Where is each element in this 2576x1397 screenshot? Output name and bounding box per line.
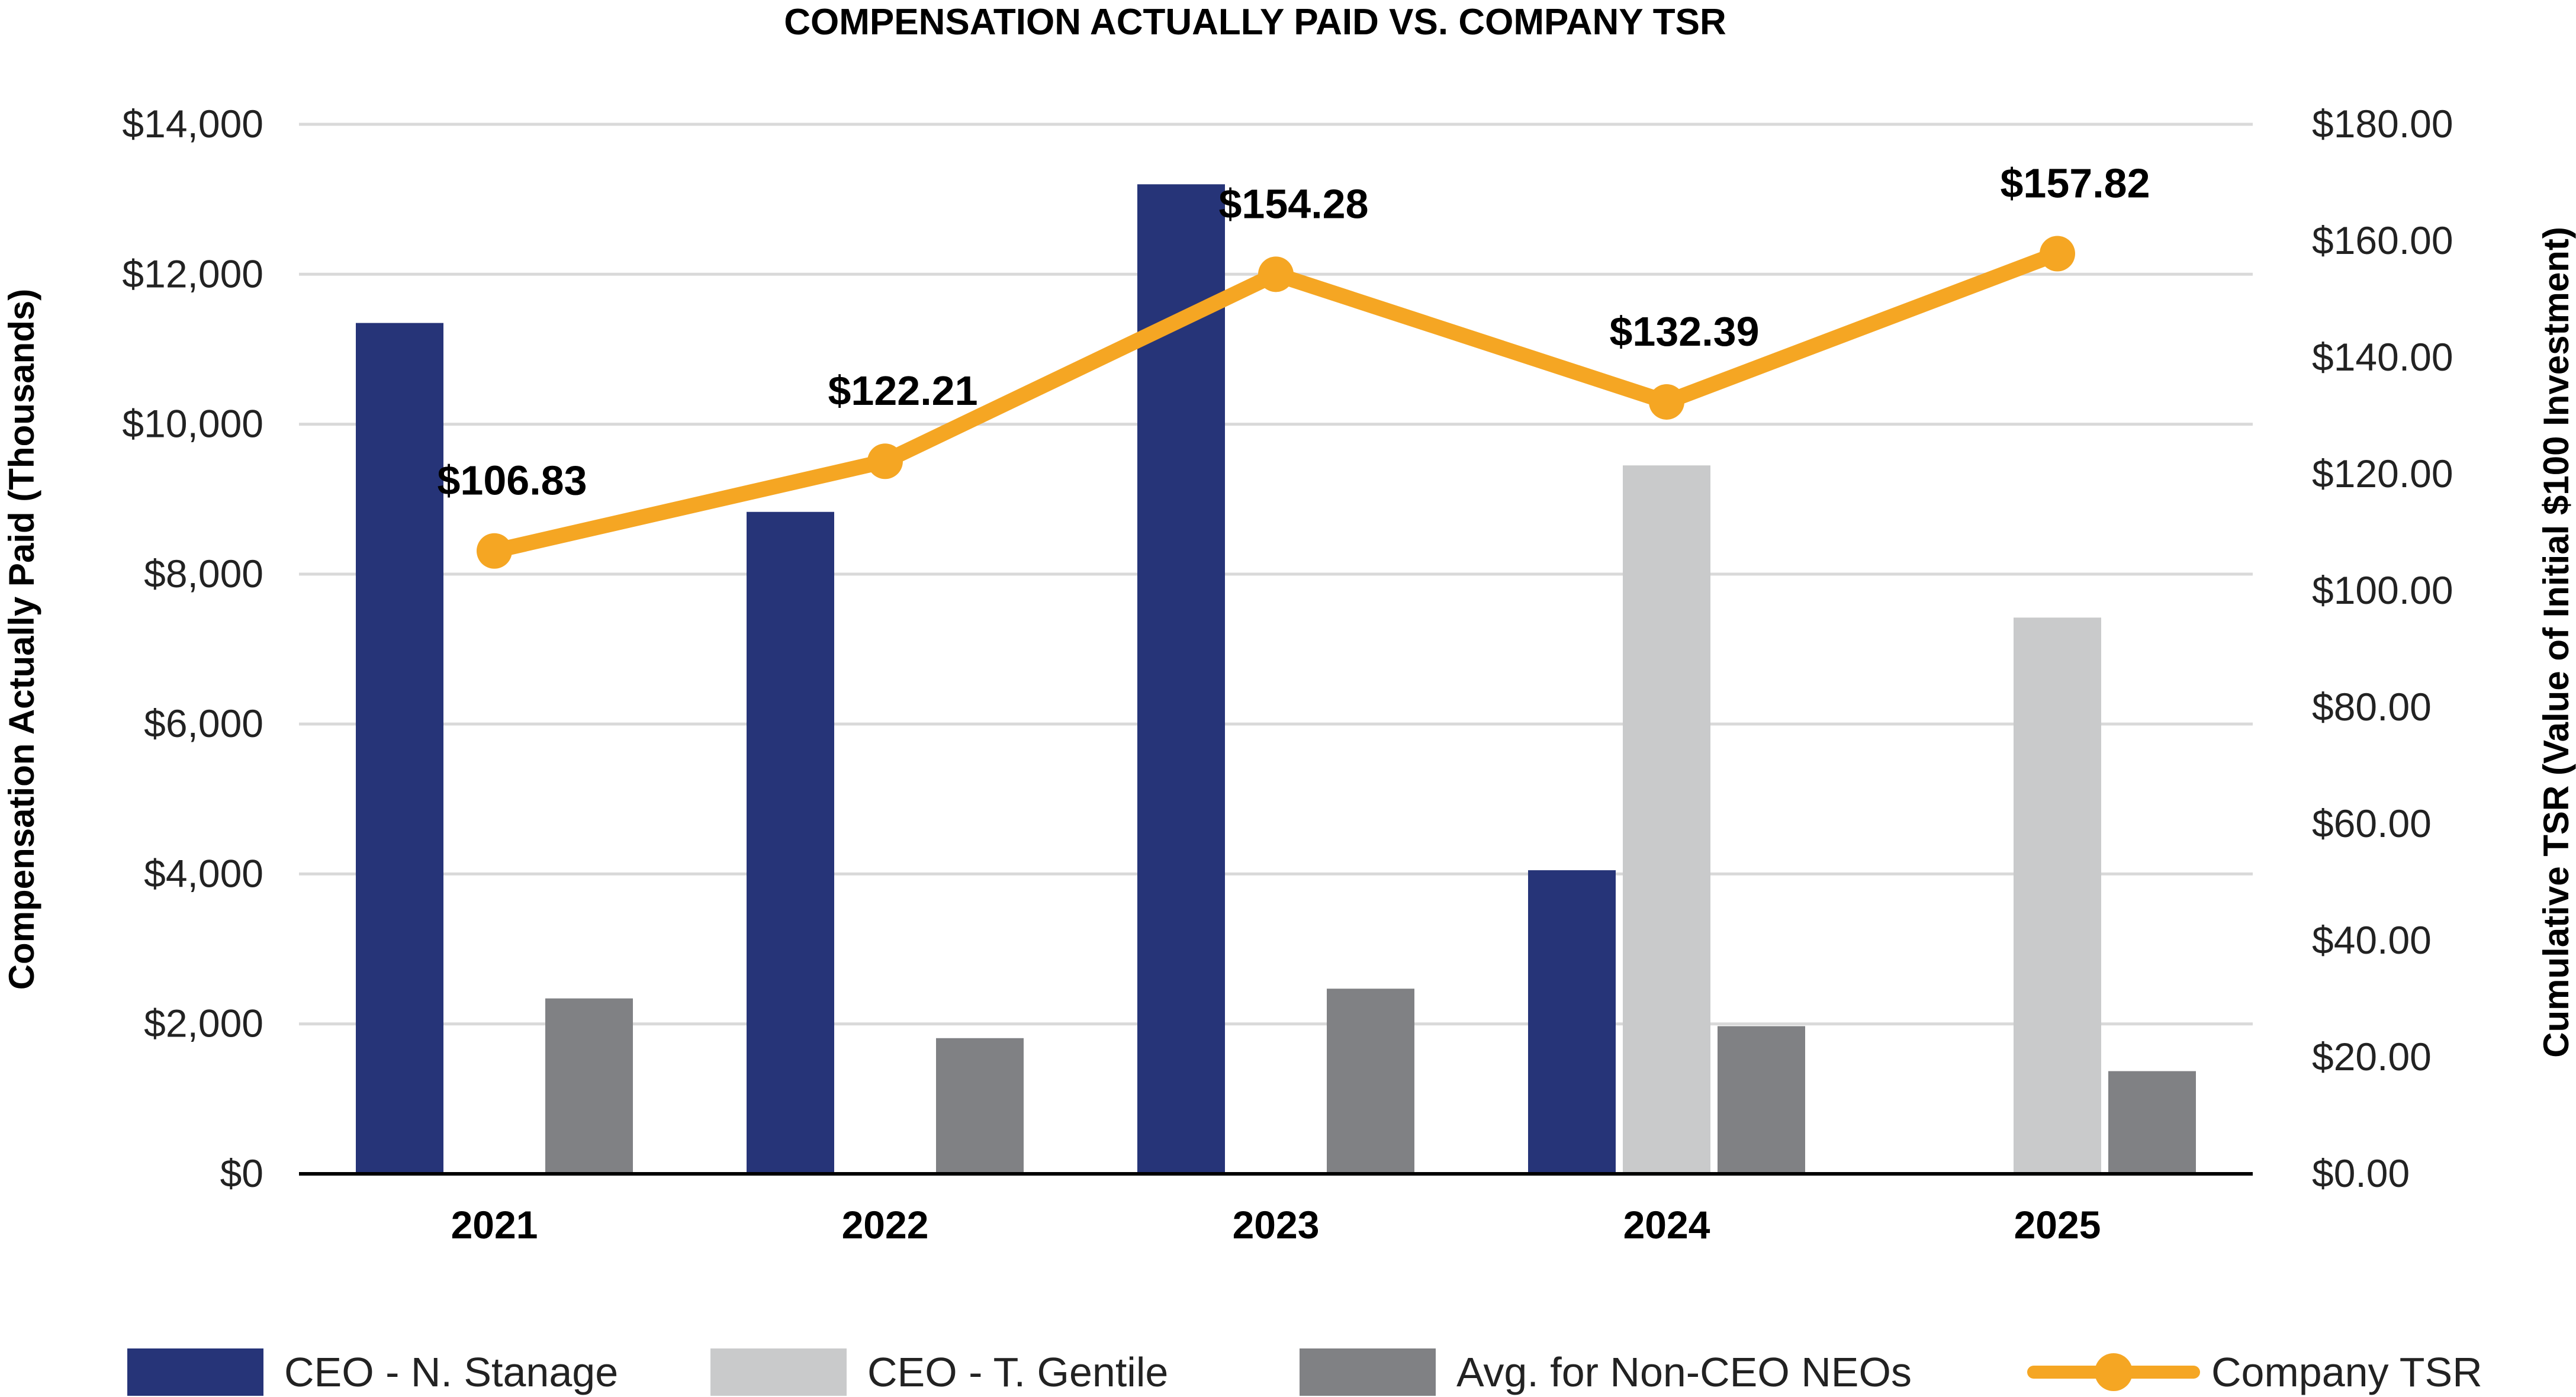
y2-tick-label-1: $20.00 xyxy=(2312,1035,2432,1079)
bar-ceo-t-gentile-2025 xyxy=(2014,617,2101,1174)
bar-avg-for-non-ceo-neos-2024 xyxy=(1718,1026,1805,1174)
bar-ceo-t-gentile-2024 xyxy=(1623,465,1710,1174)
y2-tick-label-9: $180.00 xyxy=(2312,102,2453,146)
legend-swatch-ceo-n-stanage xyxy=(127,1348,263,1396)
y-tick-label-5: $10,000 xyxy=(122,402,263,446)
legend-label-avg-for-non-ceo-neos: Avg. for Non-CEO NEOs xyxy=(1456,1349,1912,1395)
y-tick-label-2: $4,000 xyxy=(144,851,263,895)
legend-label-ceo-t-gentile: CEO - T. Gentile xyxy=(867,1349,1168,1395)
y-axis-title: Compensation Actually Paid (Thousands) xyxy=(2,289,41,990)
tsr-point-2021 xyxy=(477,533,512,569)
tsr-point-2023 xyxy=(1258,256,1294,292)
left-axis-ticks: $0 $2,000 $4,000 $6,000 $8,000 $10,000 $12,000… xyxy=(122,102,263,1195)
bar-avg-for-non-ceo-neos-2025 xyxy=(2108,1071,2196,1174)
y-tick-label-7: $14,000 xyxy=(122,102,263,146)
legend-label-ceo-n-stanage: CEO - N. Stanage xyxy=(284,1349,618,1395)
y2-tick-label-4: $80.00 xyxy=(2312,685,2432,729)
legend-label-company-tsr: Company TSR xyxy=(2211,1349,2482,1395)
tsr-data-label-2024: $132.39 xyxy=(1609,308,1759,355)
y-tick-label-1: $2,000 xyxy=(144,1002,263,1045)
category-label-2022: 2022 xyxy=(842,1203,929,1247)
chart-title: COMPENSATION ACTUALLY PAID VS. COMPANY T… xyxy=(784,2,1726,43)
y2-tick-label-2: $40.00 xyxy=(2312,918,2432,962)
tsr-point-2024 xyxy=(1649,384,1684,420)
tsr-data-label-2022: $122.21 xyxy=(828,368,977,414)
y-tick-label-6: $12,000 xyxy=(122,252,263,295)
y2-tick-label-5: $100.00 xyxy=(2312,568,2453,612)
tsr-point-2022 xyxy=(867,443,903,479)
y2-tick-label-3: $60.00 xyxy=(2312,801,2432,845)
category-label-2021: 2021 xyxy=(451,1203,538,1247)
bar-avg-for-non-ceo-neos-2021 xyxy=(545,998,633,1174)
bar-ceo-n-stanage-2024 xyxy=(1528,870,1616,1174)
legend-swatch-avg-for-non-ceo-neos xyxy=(1300,1348,1436,1396)
tsr-line-path xyxy=(487,246,2065,559)
bar-avg-for-non-ceo-neos-2022 xyxy=(936,1038,1024,1174)
bar-ceo-n-stanage-2022 xyxy=(747,511,834,1174)
y2-axis-title: Cumulative TSR (Value of Initial $100 In… xyxy=(2536,227,2576,1058)
category-labels: 2021 2022 2023 2024 2025 xyxy=(451,1203,2101,1247)
category-label-2023: 2023 xyxy=(1233,1203,1320,1247)
bar-ceo-n-stanage-2021 xyxy=(356,323,443,1174)
bar-ceo-n-stanage-2023 xyxy=(1137,184,1225,1174)
right-axis-ticks: $0.00 $20.00 $40.00 $60.00 $80.00 $100.00 $120… xyxy=(2312,102,2453,1195)
legend: CEO - N. Stanage CEO - T. Gentile Avg. for… xyxy=(127,1348,2482,1396)
tsr-data-label-2021: $106.83 xyxy=(437,458,587,504)
category-label-2024: 2024 xyxy=(1623,1203,1710,1247)
legend-swatch-marker-company-tsr xyxy=(2095,1353,2133,1391)
y-tick-label-4: $8,000 xyxy=(144,552,263,596)
tsr-line: $106.83 $122.21 $154.28 $132.39 $157.82 xyxy=(437,160,2150,569)
y-tick-label-0: $0 xyxy=(220,1151,263,1195)
y2-tick-label-0: $0.00 xyxy=(2312,1151,2410,1195)
tsr-data-label-2025: $157.82 xyxy=(2000,160,2150,206)
y-tick-label-3: $6,000 xyxy=(144,701,263,745)
y2-tick-label-6: $120.00 xyxy=(2312,452,2453,495)
y2-tick-label-8: $160.00 xyxy=(2312,218,2453,262)
bar-avg-for-non-ceo-neos-2023 xyxy=(1327,989,1414,1174)
bars xyxy=(356,184,2196,1174)
category-label-2025: 2025 xyxy=(2014,1203,2101,1247)
tsr-point-2025 xyxy=(2040,236,2075,272)
legend-swatch-ceo-t-gentile xyxy=(710,1348,847,1396)
tsr-data-label-2023: $154.28 xyxy=(1218,181,1368,227)
y2-tick-label-7: $140.00 xyxy=(2312,335,2453,379)
